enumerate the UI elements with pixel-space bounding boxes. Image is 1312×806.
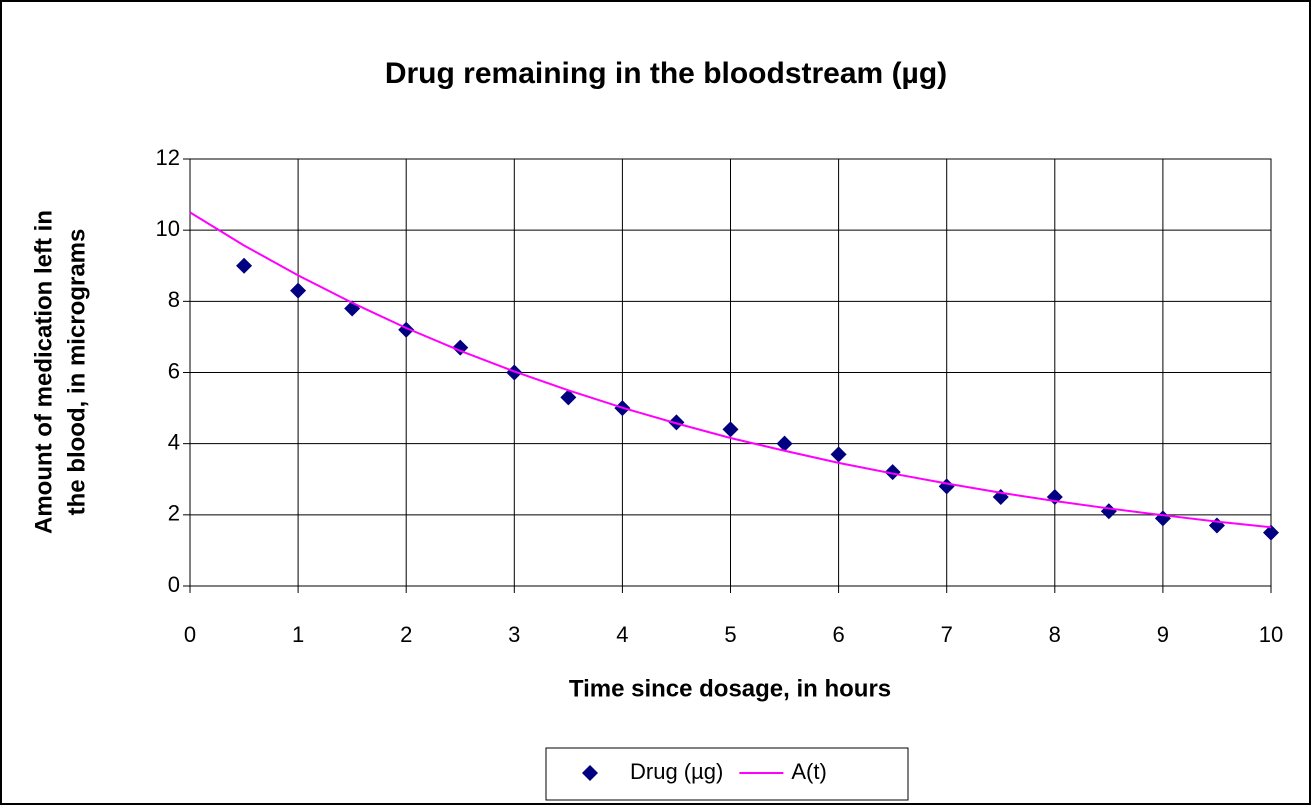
y-tick-label: 8 bbox=[168, 287, 180, 312]
x-tick-label: 10 bbox=[1259, 622, 1283, 647]
x-axis-label: Time since dosage, in hours bbox=[569, 675, 891, 702]
marker bbox=[668, 414, 685, 431]
legend-label: A(t) bbox=[791, 759, 826, 784]
y-tick-label: 12 bbox=[156, 145, 180, 170]
marker bbox=[236, 257, 253, 274]
x-tick-label: 3 bbox=[508, 622, 520, 647]
y-tick-label: 4 bbox=[168, 429, 180, 454]
y-tick-label: 6 bbox=[168, 358, 180, 383]
x-tick-label: 2 bbox=[400, 622, 412, 647]
x-tick-label: 4 bbox=[616, 622, 628, 647]
legend-marker bbox=[582, 765, 598, 781]
legend-box bbox=[545, 747, 909, 801]
y-axis-label: the blood, in micrograms bbox=[63, 229, 90, 516]
x-tick-label: 8 bbox=[1049, 622, 1061, 647]
y-tick-label: 2 bbox=[168, 501, 180, 526]
marker bbox=[560, 389, 577, 406]
x-tick-label: 0 bbox=[184, 622, 196, 647]
marker bbox=[506, 364, 523, 381]
x-tick-label: 6 bbox=[832, 622, 844, 647]
chart-title: Drug remaining in the bloodstream (µg) bbox=[385, 57, 947, 90]
x-tick-label: 7 bbox=[941, 622, 953, 647]
marker bbox=[884, 464, 901, 481]
marker bbox=[290, 282, 307, 299]
marker bbox=[722, 421, 739, 438]
x-tick-label: 9 bbox=[1157, 622, 1169, 647]
x-tick-label: 5 bbox=[724, 622, 736, 647]
x-tick-label: 1 bbox=[292, 622, 304, 647]
y-axis-label: Amount of medication left in bbox=[30, 210, 57, 534]
legend-label: Drug (µg) bbox=[630, 759, 723, 784]
line bbox=[189, 211, 1272, 529]
marker bbox=[830, 446, 847, 463]
y-tick-label: 0 bbox=[168, 572, 180, 597]
y-tick-label: 10 bbox=[156, 216, 180, 241]
marker bbox=[776, 435, 793, 452]
marker bbox=[1263, 524, 1279, 541]
